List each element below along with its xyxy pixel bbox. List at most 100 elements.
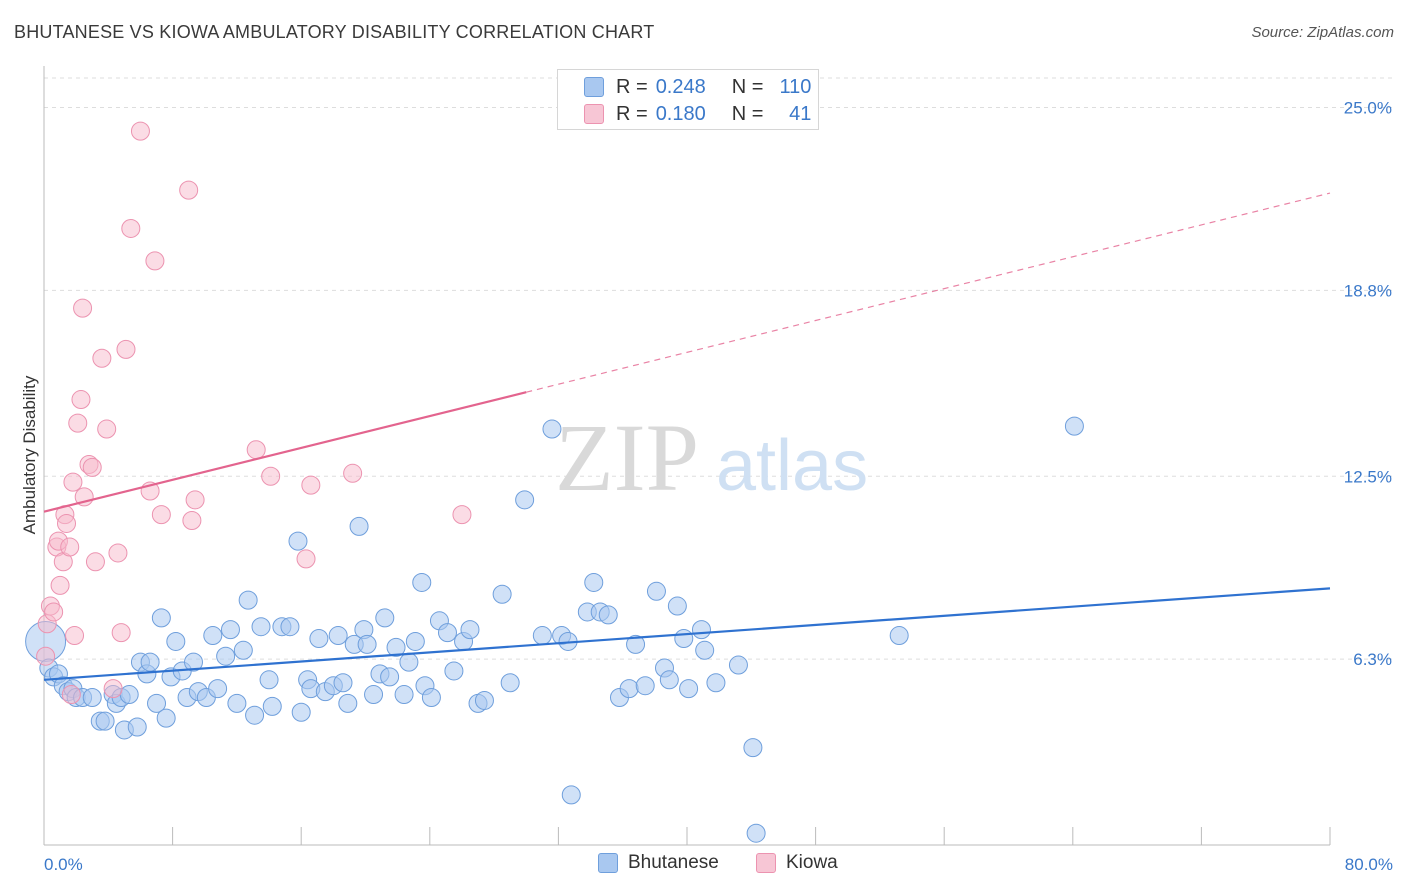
- data-point-kiowa: [343, 463, 363, 483]
- watermark: ZIP atlas: [555, 404, 868, 511]
- data-point-bhutanese: [444, 661, 464, 681]
- data-point-bhutanese: [421, 688, 441, 707]
- data-point-bhutanese: [95, 711, 115, 731]
- data-point-bhutanese: [349, 516, 369, 536]
- data-point-kiowa: [82, 457, 102, 477]
- data-point-bhutanese: [598, 605, 618, 625]
- data-point-bhutanese: [262, 696, 282, 716]
- data-point-kiowa: [145, 251, 165, 271]
- data-point-bhutanese: [203, 626, 223, 646]
- data-point-bhutanese: [147, 693, 167, 713]
- data-point-bhutanese: [667, 596, 687, 616]
- trendline-kiowa-dashed: [526, 192, 1331, 393]
- legend-r-value: 0.180: [655, 102, 706, 125]
- watermark-zip: ZIP: [555, 404, 699, 511]
- data-point-kiowa: [36, 646, 56, 666]
- data-point-kiowa: [151, 505, 171, 525]
- data-point-bhutanese: [238, 590, 258, 610]
- data-point-bhutanese: [561, 785, 581, 805]
- data-point-bhutanese: [706, 673, 726, 693]
- data-point-bhutanese: [227, 693, 247, 713]
- series-kiowa-points: [36, 121, 472, 705]
- data-point-bhutanese: [474, 690, 494, 710]
- data-point-kiowa: [246, 440, 266, 460]
- data-point-kiowa: [63, 472, 83, 492]
- data-point-kiowa: [452, 505, 472, 525]
- chart-title: BHUTANESE VS KIOWA AMBULATORY DISABILITY…: [14, 22, 655, 42]
- data-point-bhutanese: [691, 620, 711, 640]
- legend-swatch-blue: [584, 77, 604, 97]
- bottom-legend-label: Bhutanese: [628, 852, 719, 873]
- legend-n-value: 41: [789, 102, 812, 125]
- bottom-legend-bhutanese: Bhutanese: [598, 852, 719, 874]
- x-tick-label-max: 80.0%: [1345, 855, 1393, 874]
- data-point-kiowa: [85, 552, 105, 572]
- data-point-bhutanese: [405, 631, 425, 651]
- data-point-bhutanese: [386, 637, 406, 657]
- data-point-kiowa: [65, 626, 85, 646]
- series-bhutanese-points: [25, 416, 1084, 843]
- data-point-kiowa: [60, 537, 80, 557]
- data-point-kiowa: [121, 218, 141, 238]
- data-point-bhutanese: [515, 490, 535, 510]
- correlation-legend: R = 0.248 N = 110 R = 0.180 N = 41: [557, 69, 819, 130]
- bottom-legend-swatch-pink: [756, 853, 776, 873]
- bottom-legend-swatch-blue: [598, 853, 618, 873]
- data-point-bhutanese: [399, 652, 419, 672]
- data-point-bhutanese: [542, 419, 562, 439]
- y-axis-label: Ambulatory Disability: [20, 375, 39, 534]
- data-point-bhutanese: [679, 679, 699, 699]
- legend-r-label: R =: [616, 75, 648, 98]
- data-point-kiowa: [73, 298, 93, 318]
- data-point-bhutanese: [357, 634, 377, 654]
- y-tick-label: 25.0%: [1344, 99, 1392, 118]
- data-point-bhutanese: [746, 823, 766, 843]
- data-point-bhutanese: [291, 702, 311, 722]
- data-point-kiowa: [296, 549, 316, 569]
- data-point-kiowa: [97, 419, 117, 439]
- data-point-bhutanese: [728, 655, 748, 675]
- data-point-bhutanese: [151, 608, 171, 628]
- data-point-kiowa: [261, 466, 281, 486]
- data-point-bhutanese: [220, 620, 240, 640]
- data-point-bhutanese: [674, 629, 694, 648]
- data-point-kiowa: [182, 511, 202, 530]
- data-point-bhutanese: [156, 708, 176, 728]
- data-point-bhutanese: [288, 531, 308, 551]
- data-point-kiowa: [179, 180, 199, 200]
- legend-row-kiowa: R = 0.180 N = 41: [584, 102, 811, 126]
- data-point-kiowa: [57, 513, 77, 533]
- data-point-bhutanese: [259, 670, 279, 690]
- legend-n-label: N =: [731, 75, 764, 98]
- data-point-bhutanese: [492, 584, 512, 604]
- trendline-bhutanese: [43, 587, 1331, 681]
- data-point-bhutanese: [584, 572, 604, 592]
- source-label: Source: ZipAtlas.com: [1251, 24, 1394, 41]
- tick-labels: 6.3% 12.5% 18.8% 25.0% 0.0% 80.0%: [44, 99, 1393, 875]
- bottom-legend-label: Kiowa: [786, 852, 838, 873]
- data-point-kiowa: [103, 679, 123, 699]
- data-point-kiowa: [50, 575, 70, 595]
- data-point-bhutanese: [619, 679, 639, 699]
- axes: [43, 66, 1331, 846]
- data-point-bhutanese: [208, 679, 228, 699]
- data-point-bhutanese: [338, 693, 358, 713]
- y-tick-label: 18.8%: [1344, 281, 1392, 300]
- data-point-kiowa: [301, 475, 321, 495]
- data-point-bhutanese: [333, 673, 353, 693]
- data-point-bhutanese: [309, 629, 329, 648]
- data-point-bhutanese: [646, 581, 666, 601]
- data-point-bhutanese: [412, 572, 432, 592]
- data-point-kiowa: [61, 685, 81, 705]
- data-point-bhutanese: [364, 685, 384, 705]
- trendline-kiowa-solid: [43, 391, 527, 513]
- data-point-bhutanese: [375, 608, 395, 628]
- data-point-bhutanese: [743, 738, 763, 758]
- data-point-bhutanese: [635, 676, 655, 696]
- data-point-kiowa: [185, 490, 205, 510]
- legend-r-label: R =: [616, 102, 648, 125]
- y-tick-label: 6.3%: [1353, 650, 1392, 669]
- legend-n-value: 110: [779, 75, 812, 98]
- data-point-bhutanese: [626, 634, 646, 654]
- data-point-bhutanese: [245, 705, 265, 725]
